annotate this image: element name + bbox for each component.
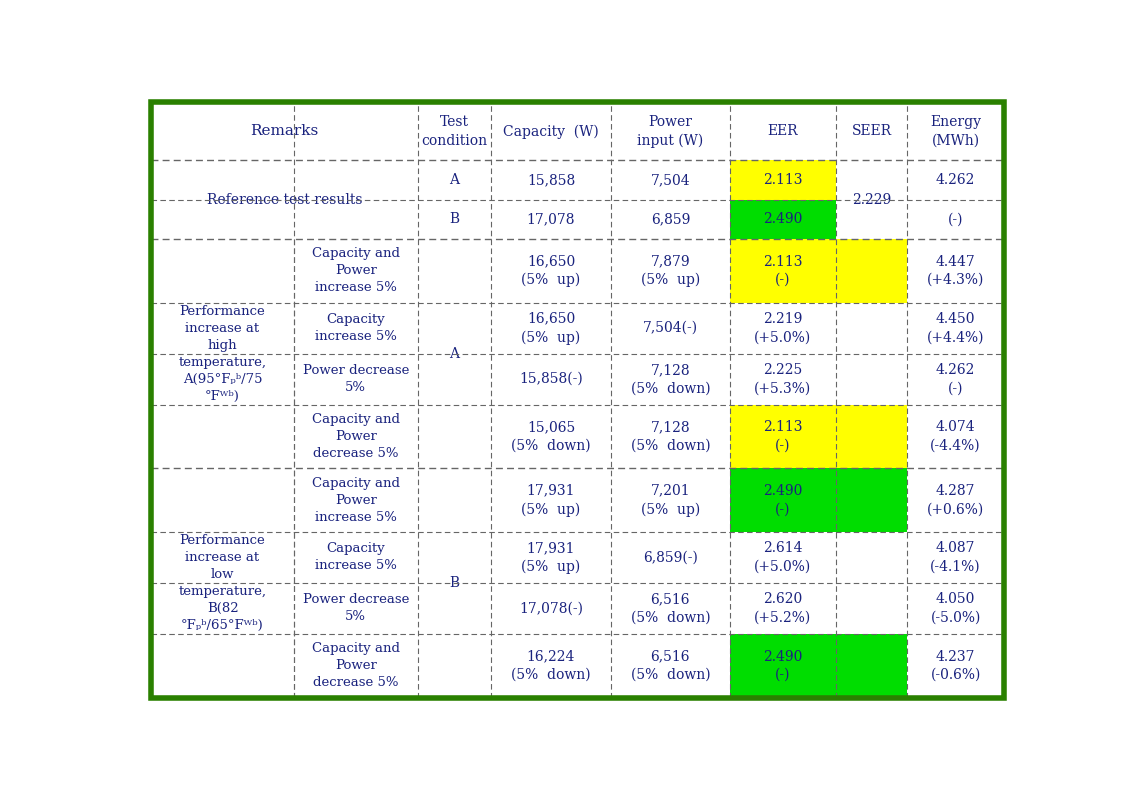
Text: Power
input (W): Power input (W) <box>637 115 703 148</box>
Text: 2.113
(-): 2.113 (-) <box>763 255 802 287</box>
Text: 6,859(-): 6,859(-) <box>642 550 698 565</box>
Text: 17,078: 17,078 <box>526 212 575 227</box>
Bar <box>836 405 907 468</box>
Text: 17,931
(5%  up): 17,931 (5% up) <box>522 484 580 516</box>
Text: Capacity
increase 5%: Capacity increase 5% <box>314 543 397 573</box>
Text: 2.614
(+5.0%): 2.614 (+5.0%) <box>754 541 811 573</box>
Text: Capacity
increase 5%: Capacity increase 5% <box>314 313 397 343</box>
Text: 7,879
(5%  up): 7,879 (5% up) <box>641 254 700 287</box>
Text: 4.287
(+0.6%): 4.287 (+0.6%) <box>928 484 984 516</box>
Bar <box>730 200 836 239</box>
Text: 6,516
(5%  down): 6,516 (5% down) <box>630 592 710 625</box>
Text: (-): (-) <box>948 212 964 227</box>
Text: 7,504(-): 7,504(-) <box>642 322 698 335</box>
Text: Reference test results: Reference test results <box>206 192 362 207</box>
Text: A: A <box>450 347 460 360</box>
Text: Capacity and
Power
decrease 5%: Capacity and Power decrease 5% <box>312 413 400 460</box>
Text: 6,859: 6,859 <box>650 212 690 227</box>
Text: Remarks: Remarks <box>250 124 319 139</box>
Text: Performance
increase at
high
temperature,
A(95°Fₚᵇ/75
°Fᵂᵇ): Performance increase at high temperature… <box>178 305 267 402</box>
Text: 6,516
(5%  down): 6,516 (5% down) <box>630 649 710 682</box>
Text: 7,201
(5%  up): 7,201 (5% up) <box>641 484 700 516</box>
Bar <box>730 239 836 303</box>
Text: 2.490: 2.490 <box>763 212 802 227</box>
Text: 2.219
(+5.0%): 2.219 (+5.0%) <box>754 312 811 345</box>
Text: 4.262: 4.262 <box>935 173 975 187</box>
Text: 2.225
(+5.3%): 2.225 (+5.3%) <box>754 363 811 395</box>
Text: 4.087
(-4.1%): 4.087 (-4.1%) <box>930 541 980 573</box>
Text: Performance
increase at
low
temperature,
B(82
°Fₚᵇ/65°Fᵂᵇ): Performance increase at low temperature,… <box>178 534 267 632</box>
Text: Test
condition: Test condition <box>421 115 488 147</box>
Text: 15,858(-): 15,858(-) <box>520 372 583 386</box>
Text: EER: EER <box>767 124 798 139</box>
Text: SEER: SEER <box>852 124 891 139</box>
Bar <box>730 405 836 468</box>
Text: 17,078(-): 17,078(-) <box>518 601 583 615</box>
Bar <box>730 468 836 532</box>
Text: Power decrease
5%: Power decrease 5% <box>302 364 409 394</box>
Bar <box>730 160 836 200</box>
Text: Capacity and
Power
increase 5%: Capacity and Power increase 5% <box>312 477 400 524</box>
Text: A: A <box>450 173 460 187</box>
Text: 2.620
(+5.2%): 2.620 (+5.2%) <box>754 592 811 625</box>
Text: 15,065
(5%  down): 15,065 (5% down) <box>512 421 591 453</box>
Text: Capacity  (W): Capacity (W) <box>503 124 598 139</box>
Text: B: B <box>450 576 460 590</box>
Text: 16,650
(5%  up): 16,650 (5% up) <box>522 254 580 287</box>
Text: Capacity and
Power
decrease 5%: Capacity and Power decrease 5% <box>312 642 400 689</box>
Text: 7,128
(5%  down): 7,128 (5% down) <box>630 421 710 453</box>
Bar <box>836 634 907 698</box>
Text: 17,931
(5%  up): 17,931 (5% up) <box>522 541 580 574</box>
Bar <box>730 634 836 698</box>
Text: 7,128
(5%  down): 7,128 (5% down) <box>630 363 710 395</box>
Text: 4.447
(+4.3%): 4.447 (+4.3%) <box>926 255 984 287</box>
Bar <box>836 239 907 303</box>
Text: 2.229: 2.229 <box>852 192 891 207</box>
Text: 2.490
(-): 2.490 (-) <box>763 484 802 516</box>
Bar <box>836 468 907 532</box>
Text: Power decrease
5%: Power decrease 5% <box>302 593 409 623</box>
Text: 16,224
(5%  down): 16,224 (5% down) <box>512 649 591 682</box>
Text: 2.113: 2.113 <box>763 173 802 187</box>
Text: 15,858: 15,858 <box>526 173 575 187</box>
Text: 7,504: 7,504 <box>650 173 690 187</box>
Text: 4.074
(-4.4%): 4.074 (-4.4%) <box>930 421 980 453</box>
Text: 4.050
(-5.0%): 4.050 (-5.0%) <box>931 592 980 625</box>
Text: 4.262
(-): 4.262 (-) <box>935 363 975 395</box>
Text: 16,650
(5%  up): 16,650 (5% up) <box>522 312 580 345</box>
Text: Energy
(MWh): Energy (MWh) <box>930 115 982 147</box>
Text: B: B <box>450 212 460 227</box>
Text: 2.490
(-): 2.490 (-) <box>763 649 802 682</box>
Text: 4.237
(-0.6%): 4.237 (-0.6%) <box>931 649 980 682</box>
Text: Capacity and
Power
increase 5%: Capacity and Power increase 5% <box>312 247 400 295</box>
Text: 4.450
(+4.4%): 4.450 (+4.4%) <box>926 312 984 345</box>
Text: 2.113
(-): 2.113 (-) <box>763 421 802 453</box>
